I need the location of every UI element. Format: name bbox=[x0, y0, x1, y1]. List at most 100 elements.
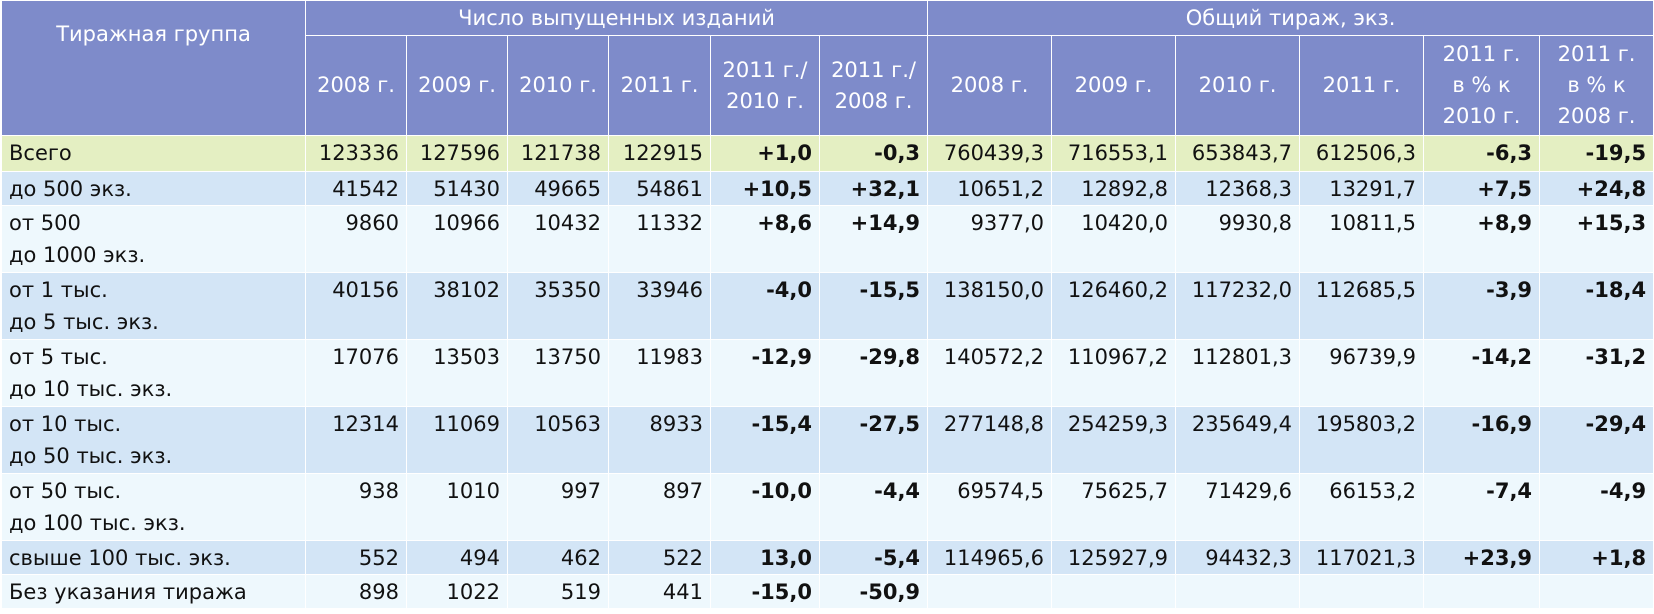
cell: 13,0 bbox=[710, 540, 820, 575]
cell: 117021,3 bbox=[1299, 540, 1425, 575]
cell: 9860 bbox=[305, 205, 407, 273]
cell: -0,3 bbox=[818, 135, 929, 172]
cell bbox=[1539, 574, 1654, 609]
column-header: 2011 г./ 2008 г. bbox=[818, 35, 929, 136]
cell: 10420,0 bbox=[1051, 205, 1177, 273]
cell: -7,4 bbox=[1423, 473, 1541, 541]
cell: -16,9 bbox=[1423, 406, 1541, 474]
cell: -19,5 bbox=[1539, 135, 1654, 172]
cell: -29,8 bbox=[818, 339, 929, 407]
row-label: свыше 100 тыс. экз. bbox=[1, 540, 306, 575]
cell: 112685,5 bbox=[1299, 272, 1425, 340]
cell: +10,5 bbox=[710, 171, 820, 206]
cell: 49665 bbox=[507, 171, 609, 206]
cell: 40156 bbox=[305, 272, 407, 340]
cell: -15,4 bbox=[710, 406, 820, 474]
cell: 33946 bbox=[608, 272, 711, 340]
row-label: Всего bbox=[1, 135, 306, 172]
cell: +24,8 bbox=[1539, 171, 1654, 206]
cell: -4,4 bbox=[818, 473, 929, 541]
cell: 997 bbox=[507, 473, 609, 541]
row-label: от 500 до 1000 экз. bbox=[1, 205, 306, 273]
column-header: 2009 г. bbox=[1051, 35, 1177, 136]
row-label: от 10 тыс. до 50 тыс. экз. bbox=[1, 406, 306, 474]
table-row: от 500 до 1000 экз. 9860 10966 10432 11332 +8… bbox=[1, 205, 1654, 273]
column-header: 2011 г. bbox=[608, 35, 711, 136]
cell: +1,8 bbox=[1539, 540, 1654, 575]
cell bbox=[1051, 574, 1177, 609]
cell: 13750 bbox=[507, 339, 609, 407]
cell: 110967,2 bbox=[1051, 339, 1177, 407]
cell: 11069 bbox=[406, 406, 508, 474]
cell: 1022 bbox=[406, 574, 508, 609]
cell: 121738 bbox=[507, 135, 609, 172]
cell bbox=[1423, 574, 1541, 609]
cell: -29,4 bbox=[1539, 406, 1654, 474]
cell: -15,5 bbox=[818, 272, 929, 340]
cell: -4,9 bbox=[1539, 473, 1654, 541]
cell: -15,0 bbox=[710, 574, 820, 609]
cell: 66153,2 bbox=[1299, 473, 1425, 541]
column-header: 2011 г. в % к 2008 г. bbox=[1539, 35, 1654, 136]
table-row: от 10 тыс. до 50 тыс. экз. 12314 11069 1056… bbox=[1, 406, 1654, 474]
cell: 938 bbox=[305, 473, 407, 541]
cell: 125927,9 bbox=[1051, 540, 1177, 575]
table-row: от 50 тыс. до 100 тыс. экз. 938 1010 997 897… bbox=[1, 473, 1654, 541]
cell: 10811,5 bbox=[1299, 205, 1425, 273]
table-row: Без указания тиража 898 1022 519 441 -15,0 -50… bbox=[1, 574, 1654, 609]
cell: 75625,7 bbox=[1051, 473, 1177, 541]
table-row: Всего 123336 127596 121738 122915 +1,0 -0,3 760… bbox=[1, 135, 1654, 172]
cell: -50,9 bbox=[818, 574, 929, 609]
cell: 235649,4 bbox=[1175, 406, 1301, 474]
cell: 10432 bbox=[507, 205, 609, 273]
cell: 17076 bbox=[305, 339, 407, 407]
cell: +32,1 bbox=[818, 171, 929, 206]
column-header: 2011 г. в % к 2010 г. bbox=[1423, 35, 1541, 136]
cell: 897 bbox=[608, 473, 711, 541]
cell: 122915 bbox=[608, 135, 711, 172]
cell bbox=[1175, 574, 1301, 609]
cell: 612506,3 bbox=[1299, 135, 1425, 172]
cell: 112801,3 bbox=[1175, 339, 1301, 407]
cell: -14,2 bbox=[1423, 339, 1541, 407]
cell: -31,2 bbox=[1539, 339, 1654, 407]
cell: +8,9 bbox=[1423, 205, 1541, 273]
column-header: 2008 г. bbox=[305, 35, 407, 136]
cell: 69574,5 bbox=[927, 473, 1053, 541]
cell: 760439,3 bbox=[927, 135, 1053, 172]
cell: 126460,2 bbox=[1051, 272, 1177, 340]
cell: -18,4 bbox=[1539, 272, 1654, 340]
cell: 12314 bbox=[305, 406, 407, 474]
table-row: от 5 тыс. до 10 тыс. экз. 17076 13503 13750… bbox=[1, 339, 1654, 407]
cell: 494 bbox=[406, 540, 508, 575]
column-header: 2009 г. bbox=[406, 35, 508, 136]
group-header: Тиражная группа bbox=[1, 0, 306, 136]
cell: 12368,3 bbox=[1175, 171, 1301, 206]
cell: 114965,6 bbox=[927, 540, 1053, 575]
cell: 898 bbox=[305, 574, 407, 609]
cell: 522 bbox=[608, 540, 711, 575]
cell: 35350 bbox=[507, 272, 609, 340]
row-label: от 1 тыс. до 5 тыс. экз. bbox=[1, 272, 306, 340]
cell: 9930,8 bbox=[1175, 205, 1301, 273]
cell: 8933 bbox=[608, 406, 711, 474]
column-header: 2008 г. bbox=[927, 35, 1053, 136]
cell: 519 bbox=[507, 574, 609, 609]
row-label: Без указания тиража bbox=[1, 574, 306, 609]
cell: -10,0 bbox=[710, 473, 820, 541]
cell: 13291,7 bbox=[1299, 171, 1425, 206]
row-label: от 50 тыс. до 100 тыс. экз. bbox=[1, 473, 306, 541]
cell: 653843,7 bbox=[1175, 135, 1301, 172]
table-row: свыше 100 тыс. экз. 552 494 462 522 13,0 -5,4 1… bbox=[1, 540, 1654, 575]
cell: 9377,0 bbox=[927, 205, 1053, 273]
cell: 123336 bbox=[305, 135, 407, 172]
cell: 462 bbox=[507, 540, 609, 575]
group1-header: Число выпущенных изданий bbox=[304, 0, 929, 36]
column-header: 2010 г. bbox=[507, 35, 609, 136]
cell: 138150,0 bbox=[927, 272, 1053, 340]
cell: +23,9 bbox=[1423, 540, 1541, 575]
cell: 11983 bbox=[608, 339, 711, 407]
cell: 38102 bbox=[406, 272, 508, 340]
